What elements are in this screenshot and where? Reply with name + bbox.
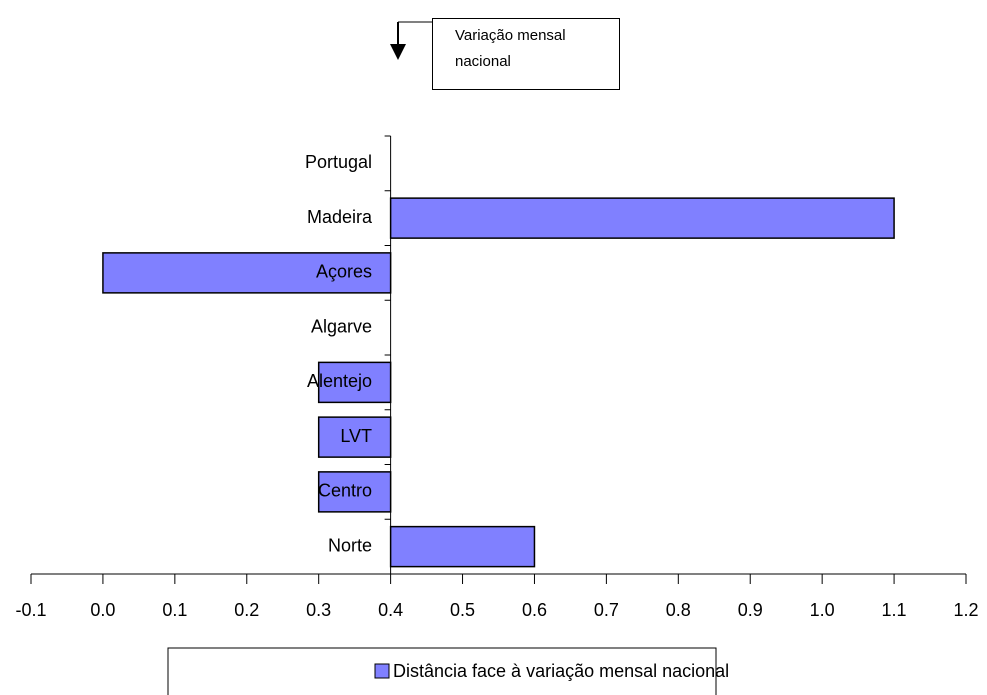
- y-tick-label: Açores: [316, 262, 372, 282]
- bar: [317, 416, 392, 458]
- x-tick-label: 1.1: [882, 600, 907, 620]
- bar: [389, 197, 895, 239]
- x-tick-label: 0.2: [234, 600, 259, 620]
- bar: [102, 252, 392, 294]
- y-tick-label: Alentejo: [307, 371, 372, 391]
- legend-box: [167, 647, 717, 695]
- y-tick-label: Centro: [318, 481, 372, 501]
- x-tick-label: 0.3: [306, 600, 331, 620]
- arrow-head: [390, 44, 406, 60]
- annotation: Variação mensal nacional: [432, 18, 620, 90]
- bar: [317, 361, 392, 404]
- x-tick-label: 0.0: [90, 600, 115, 620]
- x-tick-label: 0.5: [450, 600, 475, 620]
- bar: [389, 525, 536, 568]
- y-tick-label: LVT: [340, 426, 372, 446]
- legend-swatch: [374, 663, 390, 679]
- x-tick-label: 0.8: [666, 600, 691, 620]
- x-tick-label: 0.4: [378, 600, 403, 620]
- legend-label: Distância face à variação mensal naciona…: [393, 661, 729, 681]
- x-tick-label: 0.9: [738, 600, 763, 620]
- bar: [317, 471, 392, 513]
- x-tick-label: 1.0: [810, 600, 835, 620]
- x-tick-label: 0.6: [522, 600, 547, 620]
- x-tick-label: 0.1: [162, 600, 187, 620]
- y-tick-label: Portugal: [305, 152, 372, 172]
- x-tick-label: -0.1: [15, 600, 46, 620]
- x-tick-label: 1.2: [953, 600, 978, 620]
- y-tick-label: Madeira: [307, 207, 373, 227]
- y-tick-label: Norte: [328, 535, 372, 555]
- y-tick-label: Algarve: [311, 316, 372, 336]
- x-tick-label: 0.7: [594, 600, 619, 620]
